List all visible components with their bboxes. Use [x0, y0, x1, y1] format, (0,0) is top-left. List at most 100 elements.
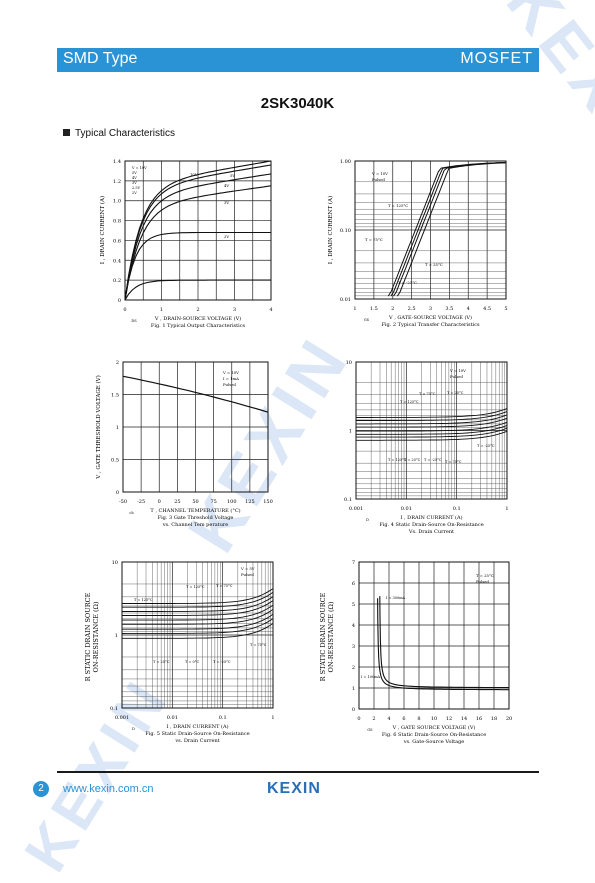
y-tick-label: 0.1 [344, 497, 352, 503]
part-number: 2SK3040K [260, 95, 335, 112]
curve-label: T = 25°C [425, 262, 443, 267]
figure-caption: Fig. 2 Typical Transfer Characteristics [381, 322, 480, 328]
series-threshold-curve [122, 375, 269, 413]
figure-caption: Fig. 1 Typical Output Characteristics [151, 323, 246, 329]
bullet-square-icon [63, 129, 70, 136]
legend-entry: V = 5V [240, 566, 255, 571]
plot-frame [355, 361, 508, 500]
y-tick-label: 1 [116, 425, 119, 431]
y-tick-label: 1 [349, 429, 352, 435]
chart-fig1-output-characteristics: 0 1 2 3 4 0 0.2 0.4 0.6 0.8 1.0 1.2 1.4 V , DRAIN-SOU… [99, 159, 273, 329]
x-axis-label: I , DRAIN CURRENT (A) [166, 723, 228, 730]
curve-label: T = 75°C [445, 460, 462, 464]
x-tick-label: 4.5 [483, 306, 491, 312]
x-tick-label: 1 [271, 715, 274, 721]
series-curve-temperature [393, 162, 507, 297]
series-rdson-curve [122, 623, 274, 639]
y-axis-label-line2: ON-RESISTANCE (Ω) [327, 601, 335, 672]
y-tick-label: 1.00 [340, 159, 351, 165]
x-tick-label: 2 [372, 716, 375, 722]
x-tick-label: 150 [263, 499, 273, 505]
legend-entry: T = 25°C [476, 573, 494, 578]
series-curve-vgs [124, 279, 271, 301]
legend-entry: V = 10V [371, 171, 388, 176]
x-tick-label: 50 [192, 499, 198, 505]
x-tick-label: 1.5 [370, 306, 378, 312]
x-tick-label: 0.01 [167, 715, 178, 721]
section-title: Typical Characteristics [63, 128, 175, 139]
y-tick-label: 2 [352, 665, 355, 671]
footer-url-link[interactable]: www.kexin.com.cn [63, 783, 154, 795]
series-curve-temperature [396, 162, 507, 297]
x-axis-label: V , GATE SOURCE VOLTAGE (V) [392, 724, 476, 731]
x-tick-label: 14 [461, 716, 467, 722]
curve-label: T = 75°C [365, 237, 383, 242]
x-axis-label-subscript: GS [367, 728, 373, 732]
curve-label: T = -25°C [213, 660, 231, 664]
chart-fig5-on-resistance-vs-current: 0.001 0.01 0.1 1 0.1 1 10 I , DRAIN CURRENT (A)… [84, 560, 275, 744]
y-tick-label: 1.2 [113, 179, 121, 185]
y-tick-label: 3 [352, 644, 355, 650]
figure-caption: Fig. 5 Static Drain-Source On-Resistance [145, 731, 249, 737]
y-tick-label: 5 [352, 602, 355, 608]
series-rdson-curve [122, 591, 274, 608]
x-tick-label: 0 [158, 499, 161, 505]
footer-divider [57, 771, 539, 773]
curve-label: T = 75°C [216, 584, 233, 588]
x-tick-label: 4 [467, 306, 470, 312]
x-tick-label: 4 [269, 307, 272, 313]
y-axis-label: I , DRAIN CURRENT (A) [99, 196, 106, 264]
x-axis-label: V , GATE-SOURCE VOLTAGE (V) [388, 314, 472, 321]
x-tick-label: 125 [245, 499, 255, 505]
legend-entry: Pulsed [476, 579, 489, 584]
y-tick-label: 1 [352, 686, 355, 692]
y-tick-label: 1.5 [111, 393, 119, 399]
series-rdson-curve [356, 430, 508, 441]
x-axis-label-subscript: D [366, 518, 369, 522]
x-tick-label: 0.001 [115, 715, 129, 721]
y-tick-label: 10 [346, 360, 352, 366]
section-title-text: Typical Characteristics [75, 128, 176, 139]
x-axis-label: T , CHANNEL TEMPERATURE (°C) [150, 507, 240, 514]
series-rdson-curve [121, 618, 274, 634]
series-curve-vgs [124, 231, 271, 301]
curve-label: T = 25°C [153, 660, 170, 664]
x-tick-label: 2 [391, 306, 394, 312]
series-curve-temperature [390, 162, 507, 297]
curve-label: T = -25°C [398, 280, 417, 285]
x-tick-label: -25 [137, 499, 145, 505]
x-axis-label: I , DRAIN CURRENT (A) [400, 514, 462, 521]
y-tick-label: 0 [118, 298, 121, 304]
plot-frame [354, 160, 507, 300]
curve-label: 5V [230, 173, 235, 178]
y-tick-label: 1.4 [113, 159, 121, 165]
chart-fig4-on-resistance-vs-current: 0.001 0.01 0.1 1 0.1 1 10 I , DRAIN CURRENT (A)… [344, 360, 509, 535]
curve-label: T = 125°C [388, 458, 407, 462]
curve-label: T = 75°C [250, 643, 267, 647]
plot-frame [124, 160, 272, 301]
legend-entry: 2V [132, 191, 137, 195]
legend-entry: V = 10V [449, 368, 466, 373]
x-tick-label: 10 [431, 716, 437, 722]
curve-label: 4V [224, 183, 229, 188]
y-tick-label: 0 [352, 707, 355, 713]
curve-label: T = -25°C [424, 458, 442, 462]
figure-caption-line2: vs. Drain Current [174, 738, 219, 744]
x-tick-label: 4 [387, 716, 390, 722]
series-rdson-curve [356, 427, 508, 438]
series-rdson-curve [356, 421, 508, 432]
legend-entry: 2.5V [132, 186, 141, 190]
x-tick-label: 2 [196, 307, 199, 313]
y-axis-label: R STATIC DRAIN SOURCE [84, 592, 92, 681]
x-tick-label: 100 [227, 499, 237, 505]
curve-label: T = 125°C [186, 585, 205, 589]
plot-frame [121, 561, 274, 709]
x-tick-label: 8 [417, 716, 420, 722]
curve-label: I = 300mA [386, 596, 406, 600]
legend-entry: Pulsed [372, 177, 385, 182]
y-tick-label: 0.8 [113, 219, 121, 225]
series-rdson-curve [122, 588, 274, 604]
x-tick-label: 0.1 [219, 715, 227, 721]
curve-label: T = 0°C [185, 660, 199, 664]
